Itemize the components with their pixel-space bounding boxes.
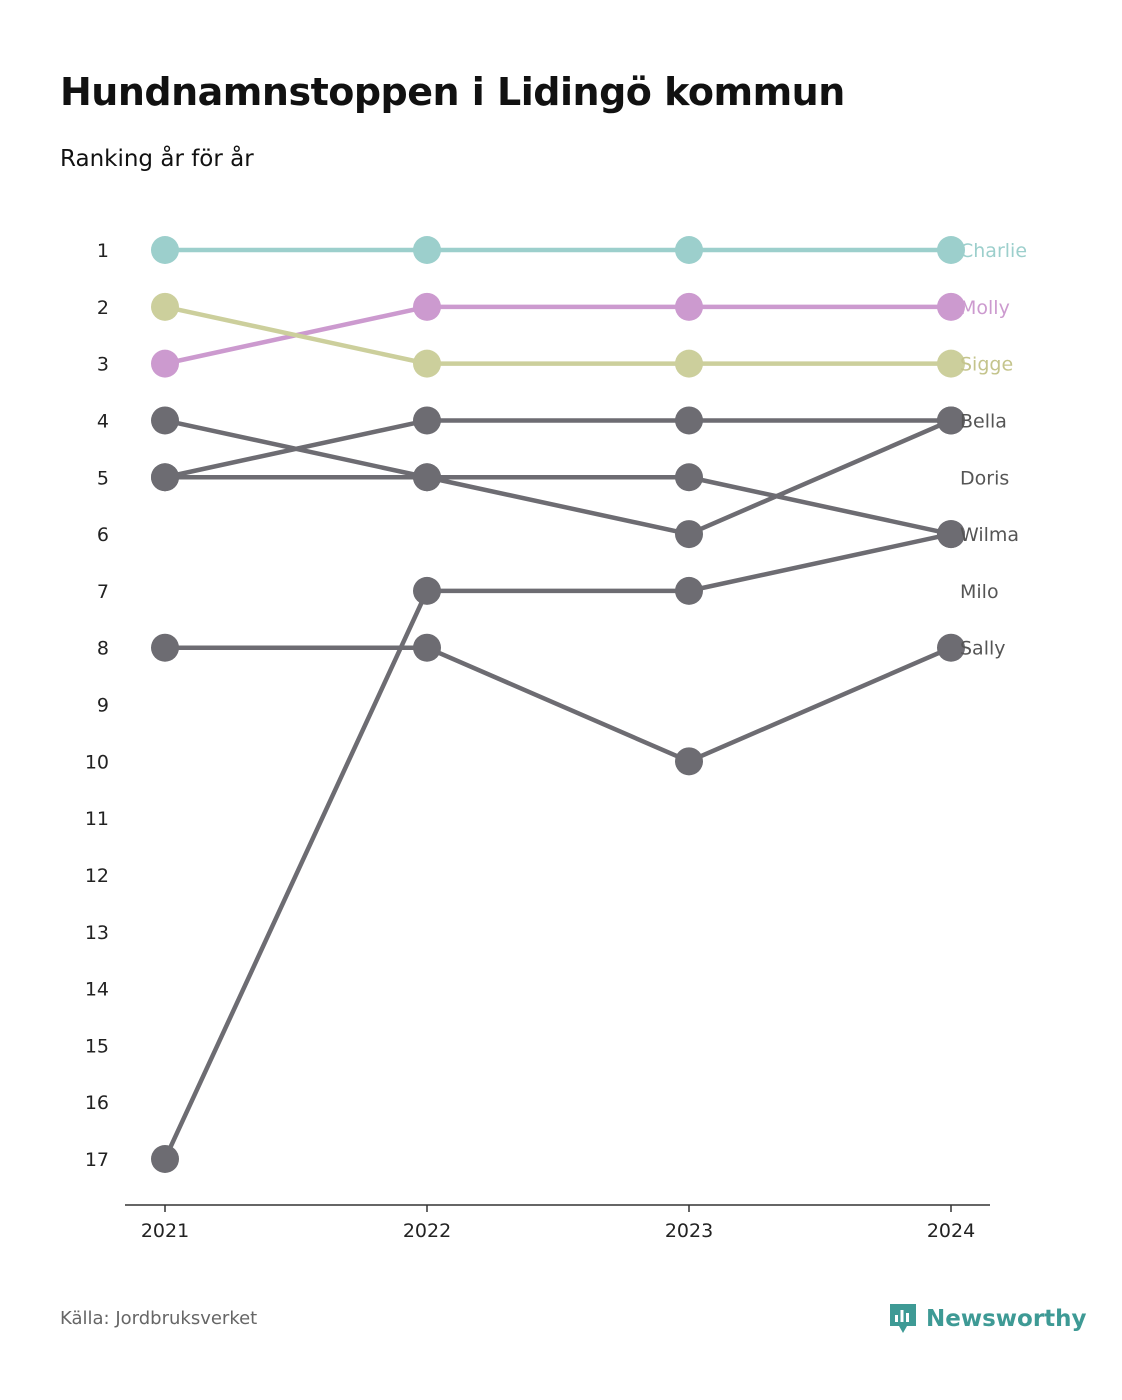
series-line-sigge (162, 304, 954, 366)
series-point-sigge (151, 292, 179, 321)
series-point-molly (151, 349, 179, 378)
x-tick-label: 2021 (141, 1220, 189, 1242)
series-point-sally (937, 633, 965, 662)
series-point-sally (413, 633, 441, 662)
series-point-molly (413, 292, 441, 321)
series-label-milo: Milo (960, 581, 999, 603)
x-axis-ticks: 2021 2022 2023 2024 (141, 1205, 975, 1242)
source-note: Källa: Jordbruksverket (60, 1308, 258, 1329)
series-label-doris: Doris (960, 467, 1009, 489)
y-tick-label: 6 (97, 524, 109, 546)
series-line-wilma (162, 475, 954, 537)
series-point-charlie (937, 236, 965, 264)
series-point-milo (413, 576, 441, 605)
series-point-wilma (413, 463, 441, 492)
series-label-sigge: Sigge (960, 354, 1013, 376)
newsworthy-logo-icon (890, 1304, 916, 1333)
y-tick-label: 5 (97, 467, 109, 489)
series-point-sally (151, 633, 179, 662)
series-label-wilma: Wilma (960, 524, 1019, 546)
x-tick-label: 2023 (665, 1220, 713, 1242)
series-point-charlie (413, 236, 441, 264)
series-line-sally (162, 645, 954, 764)
series-line-milo (162, 531, 954, 1162)
x-tick-label: 2022 (403, 1220, 451, 1242)
y-tick-label: 15 (85, 1035, 109, 1057)
chart-title: Hundnamnstoppen i Lidingö kommun (60, 70, 845, 114)
series-lines (162, 247, 954, 1162)
y-tick-label: 10 (85, 751, 109, 773)
y-tick-label: 11 (85, 808, 109, 830)
series-line-molly (162, 304, 954, 366)
series-point-milo (937, 520, 965, 549)
series-label-bella: Bella (960, 410, 1007, 432)
y-tick-label: 16 (85, 1092, 109, 1114)
series-point-milo (151, 1145, 179, 1173)
series-label-sally: Sally (960, 638, 1006, 660)
series-point-sally (675, 747, 703, 776)
series-points (151, 236, 965, 1173)
series-point-molly (675, 292, 703, 321)
y-tick-label: 7 (97, 581, 109, 603)
series-label-molly: Molly (960, 297, 1010, 319)
series-point-wilma (675, 463, 703, 492)
series-point-milo (675, 576, 703, 605)
y-tick-label: 3 (97, 354, 109, 376)
series-point-charlie (675, 236, 703, 264)
series-line-doris (162, 418, 954, 537)
series-point-doris (675, 520, 703, 549)
y-tick-label: 4 (97, 410, 109, 432)
series-point-bella (675, 406, 703, 435)
series-point-molly (937, 292, 965, 321)
series-point-bella (413, 406, 441, 435)
series-point-doris (151, 406, 179, 435)
y-tick-label: 13 (85, 922, 109, 944)
series-point-sigge (675, 349, 703, 378)
series-point-charlie (151, 236, 179, 264)
brand-name: Newsworthy (926, 1306, 1087, 1332)
y-tick-label: 2 (97, 297, 109, 319)
brand-logo[interactable]: Newsworthy (888, 1302, 1087, 1336)
y-tick-label: 8 (97, 638, 109, 660)
y-tick-label: 17 (85, 1149, 109, 1171)
series-line-bella (162, 418, 954, 480)
series-point-sigge (937, 349, 965, 378)
y-tick-label: 12 (85, 865, 109, 887)
y-tick-label: 1 (97, 240, 109, 262)
series-point-wilma (151, 463, 179, 492)
y-tick-label: 14 (85, 979, 109, 1001)
y-tick-label: 9 (97, 695, 109, 717)
series-point-doris (937, 406, 965, 435)
chart-subtitle: Ranking år för år (60, 146, 254, 172)
series-end-labels: Charlie Molly Sigge Bella Doris Wilma Milo Sall… (960, 240, 1027, 660)
series-label-charlie: Charlie (960, 240, 1027, 262)
series-point-sigge (413, 349, 441, 378)
x-tick-label: 2024 (927, 1220, 975, 1242)
